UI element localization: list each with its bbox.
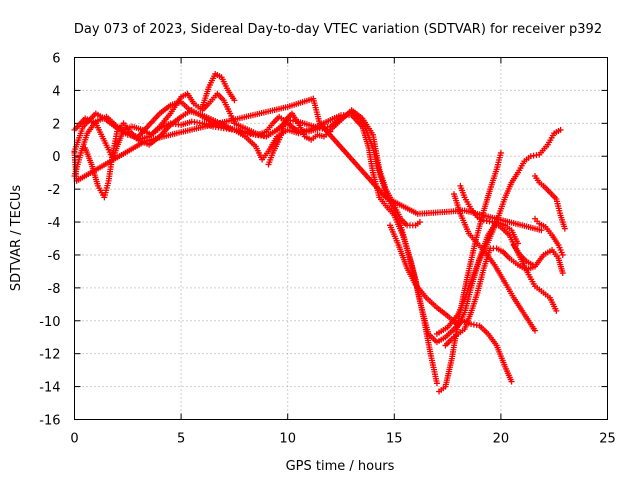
- plot-frame: [74, 57, 608, 420]
- x-tick-label: 25: [599, 432, 616, 447]
- data-layer: [71, 70, 568, 395]
- data-point: [532, 327, 539, 334]
- data-point: [559, 251, 566, 258]
- axis-layer: -16 -14 -12 -10 -8 -6 -4 -2 0 2 4 6 0 5 10 15 20 25: [39, 52, 616, 447]
- y-axis-label: SDTVAR / TECUs: [9, 185, 24, 292]
- y-tick-label: -12: [39, 348, 60, 363]
- y-tick-label: 4: [52, 84, 60, 99]
- x-axis-label: GPS time / hours: [286, 459, 395, 474]
- data-point: [538, 227, 545, 234]
- y-tick-label: -6: [48, 249, 61, 264]
- x-tick-label: 20: [493, 432, 510, 447]
- data-point: [559, 270, 566, 277]
- x-tick-label: 10: [279, 432, 296, 447]
- y-tick-label: -8: [48, 282, 61, 297]
- y-tick-label: -2: [48, 183, 61, 198]
- chart-title: Day 073 of 2023, Sidereal Day-to-day VTE…: [74, 22, 602, 37]
- data-point: [433, 380, 440, 387]
- data-point: [497, 149, 504, 156]
- x-tick-label: 15: [386, 432, 403, 447]
- data-point: [553, 307, 560, 314]
- data-point: [416, 219, 423, 226]
- data-point: [529, 261, 536, 268]
- y-tick-label: -16: [39, 414, 60, 429]
- data-point: [231, 97, 238, 104]
- data-point: [561, 225, 568, 232]
- data-point: [508, 378, 515, 385]
- y-tick-label: -4: [48, 216, 61, 231]
- y-tick-label: -14: [39, 381, 60, 396]
- y-tick-label: 0: [52, 150, 60, 165]
- y-tick-label: 2: [52, 117, 60, 132]
- y-tick-label: -10: [39, 315, 60, 330]
- x-tick-label: 0: [70, 432, 78, 447]
- y-tick-label: 6: [52, 52, 60, 67]
- data-point: [557, 126, 564, 133]
- x-tick-label: 5: [177, 432, 185, 447]
